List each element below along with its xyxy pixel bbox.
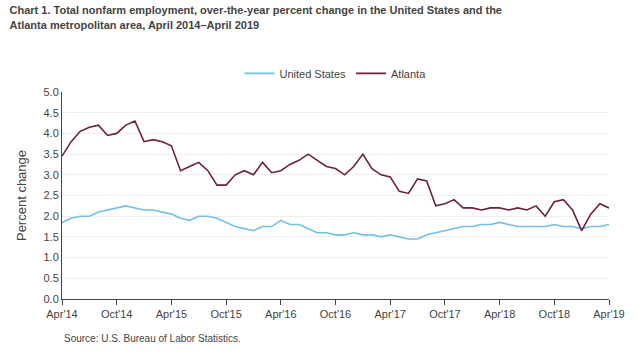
svg-text:3.5: 3.5	[44, 148, 59, 160]
svg-text:2.5: 2.5	[44, 189, 59, 201]
svg-text:Chart 1. Total nonfarm employm: Chart 1. Total nonfarm employment, over-…	[10, 4, 502, 30]
svg-text:3.0: 3.0	[44, 169, 59, 181]
svg-text:Oct'18: Oct'18	[539, 308, 570, 320]
svg-text:1.5: 1.5	[44, 231, 59, 243]
svg-text:United States: United States	[280, 68, 347, 80]
svg-text:5.0: 5.0	[44, 86, 59, 98]
svg-text:Oct'15: Oct'15	[210, 308, 241, 320]
svg-text:Oct'17: Oct'17	[429, 308, 460, 320]
svg-text:4.5: 4.5	[44, 107, 59, 119]
svg-text:Apr'18: Apr'18	[484, 308, 515, 320]
svg-text:0.5: 0.5	[44, 272, 59, 284]
svg-text:2.0: 2.0	[44, 210, 59, 222]
svg-text:Atlanta: Atlanta	[391, 68, 426, 80]
svg-text:1.0: 1.0	[44, 251, 59, 263]
svg-text:Oct'14: Oct'14	[101, 308, 132, 320]
svg-text:Apr'16: Apr'16	[265, 308, 296, 320]
svg-text:Source: U.S. Bureau of Labor S: Source: U.S. Bureau of Labor Statistics.	[64, 333, 241, 344]
svg-text:Apr'15: Apr'15	[156, 308, 187, 320]
svg-text:Apr'14: Apr'14	[46, 308, 77, 320]
svg-text:0.0: 0.0	[44, 293, 59, 305]
svg-text:4.0: 4.0	[44, 127, 59, 139]
svg-text:Apr'17: Apr'17	[374, 308, 405, 320]
svg-text:Percent change: Percent change	[14, 150, 29, 241]
svg-text:Apr'19: Apr'19	[593, 308, 624, 320]
svg-text:Oct'16: Oct'16	[320, 308, 351, 320]
